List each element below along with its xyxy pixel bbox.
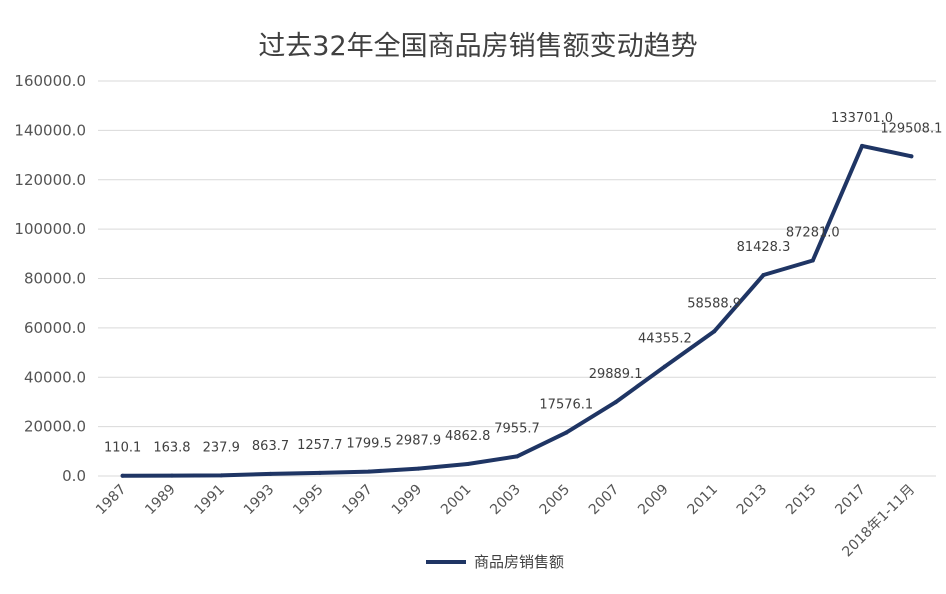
data-label: 129508.1 [880,121,942,136]
data-point [367,469,372,474]
data-label: 163.8 [153,441,190,456]
legend: 商品房销售额 [426,553,564,571]
data-point [860,143,865,148]
x-tick-label: 2007 [586,482,623,519]
y-tick-label: 20000.0 [24,418,86,436]
y-tick-label: 120000.0 [14,171,86,189]
data-labels: 110.1 163.8 237.9 863.7 1257.7 1799.5 2987.9 48… [104,111,942,456]
data-label: 2987.9 [396,434,442,449]
data-label: 58588.9 [687,296,741,311]
y-tick-label: 160000.0 [14,72,86,90]
data-label: 1799.5 [346,437,392,452]
chart-title: 过去32年全国商品房销售额变动趋势 [258,31,697,62]
data-point [564,430,569,435]
x-tick-label: 1997 [339,482,376,519]
data-point [662,364,667,369]
legend-label: 商品房销售额 [474,553,564,571]
x-tick-label: 1993 [241,482,278,519]
data-label: 863.7 [252,439,289,454]
x-tick-label: 2017 [832,482,869,519]
x-tick-label: 2009 [635,482,672,519]
data-point [515,454,519,459]
x-tick-label: 2011 [684,482,721,519]
data-label: 237.9 [203,440,240,455]
data-point [909,154,914,159]
x-tick-label: 1995 [290,482,327,519]
data-point [268,471,273,476]
data-label: 4862.8 [445,429,491,444]
data-point [712,329,717,334]
x-tick-label: 2013 [734,482,771,519]
x-tick-label: 1987 [93,482,130,519]
y-axis: 0.0 20000.0 40000.0 60000.0 80000.0 100000.0 1… [14,72,86,485]
data-label: 87281.0 [786,226,840,241]
data-point [169,473,174,478]
y-tick-label: 60000.0 [24,319,86,337]
data-label: 17576.1 [539,398,593,413]
y-tick-label: 100000.0 [14,220,86,238]
gridlines [98,80,936,477]
data-point [416,466,421,471]
data-point [810,258,815,263]
y-tick-label: 40000.0 [24,368,86,386]
data-label: 44355.2 [638,331,692,346]
data-label: 110.1 [104,441,141,456]
data-point [317,470,322,475]
data-point [613,400,618,405]
x-axis: 1987 1989 1991 1993 1995 1997 1999 2001 2003 2005… [93,482,918,561]
x-tick-label: 2005 [537,482,574,519]
data-point [120,473,125,478]
x-tick-label: 1991 [192,482,229,519]
data-label: 29889.1 [589,367,643,382]
data-point [761,272,766,277]
data-points [120,143,914,478]
data-label: 133701.0 [831,111,893,126]
data-label: 81428.3 [737,240,791,255]
data-label: 1257.7 [297,438,343,453]
y-tick-label: 0.0 [62,467,86,485]
data-point [219,473,224,478]
x-tick-label: 2003 [487,482,524,519]
x-tick-label: 2001 [438,482,475,519]
y-tick-label: 140000.0 [14,121,86,139]
data-point [465,461,470,466]
x-tick-label: 1989 [142,482,179,519]
y-tick-label: 80000.0 [24,270,86,288]
x-tick-label: 2015 [783,482,820,519]
x-tick-label: 1999 [389,482,426,519]
data-label: 7955.7 [494,421,540,436]
